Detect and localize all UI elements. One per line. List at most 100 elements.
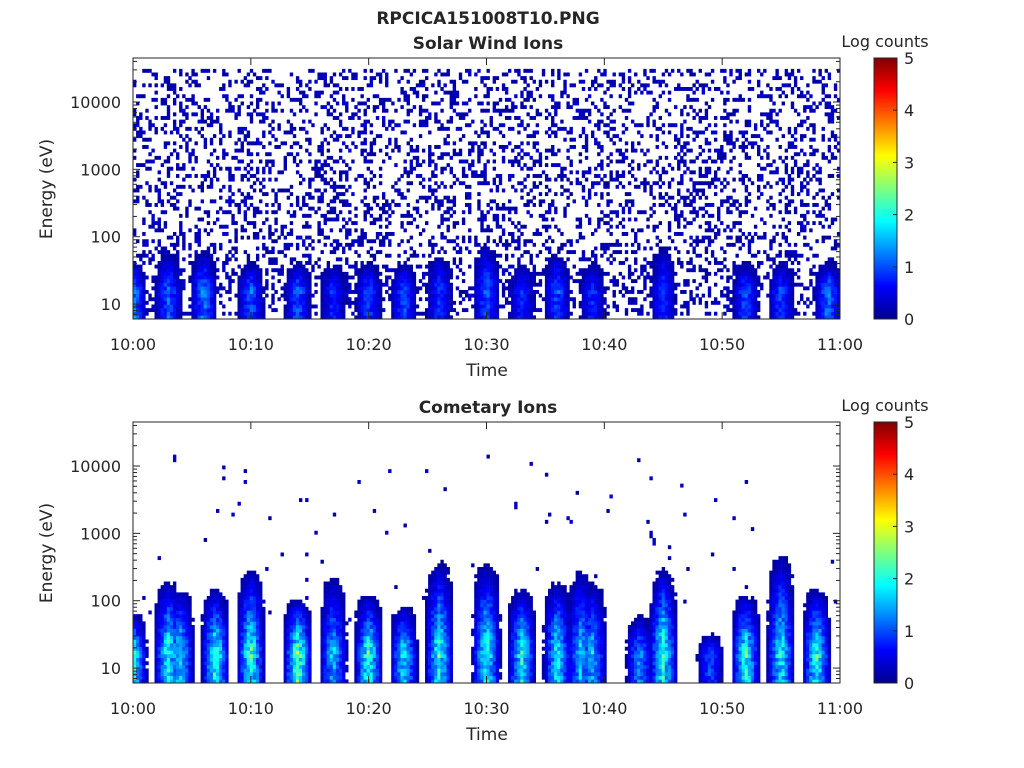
heatmap-cell: [372, 293, 377, 298]
heatmap-cell: [308, 181, 312, 186]
heatmap-cell: [314, 94, 318, 99]
heatmap-cell: [471, 163, 475, 168]
heatmap-cell: [723, 257, 727, 262]
heatmap-cell: [292, 97, 297, 102]
heatmap-cell: [566, 297, 570, 302]
heatmap-cell: [197, 300, 201, 305]
heatmap-cell: [581, 235, 586, 240]
heatmap-cell: [243, 126, 248, 131]
heatmap-cell: [305, 297, 309, 302]
heatmap-cell: [252, 213, 257, 218]
heatmap-cell: [329, 206, 334, 211]
heatmap-cell: [514, 279, 518, 284]
heatmap-cell: [388, 268, 392, 273]
heatmap-cell: [295, 286, 300, 291]
heatmap-cell: [523, 311, 527, 316]
heatmap-cell: [323, 177, 327, 182]
heatmap-cell: [268, 257, 272, 262]
heatmap-cell: [176, 239, 180, 244]
heatmap-cell: [563, 300, 567, 305]
heatmap-cell: [652, 123, 656, 128]
heatmap-cell: [440, 203, 444, 207]
heatmap-cell: [188, 279, 192, 284]
heatmap-cell: [569, 126, 573, 131]
heatmap-cell: [603, 308, 607, 313]
heatmap-cell: [320, 315, 324, 320]
heatmap-cell: [418, 83, 423, 88]
heatmap-cell: [133, 261, 137, 265]
heatmap-cell: [523, 290, 527, 294]
heatmap-cell: [664, 282, 669, 287]
heatmap-cell: [203, 297, 208, 302]
heatmap-cell: [179, 286, 183, 291]
heatmap-cell: [667, 293, 672, 298]
heatmap-cell: [194, 174, 198, 178]
heatmap-cell: [449, 105, 453, 110]
heatmap-cell: [495, 286, 500, 291]
heatmap-cell: [166, 155, 171, 160]
heatmap-cell: [409, 264, 414, 269]
heatmap-cell: [544, 79, 549, 84]
heatmap-cell: [618, 250, 623, 255]
heatmap-cell: [443, 290, 447, 294]
heatmap-cell: [591, 264, 595, 269]
heatmap-cell: [289, 192, 294, 197]
heatmap-cell: [431, 83, 435, 88]
heatmap-cell: [667, 221, 672, 226]
heatmap-cell: [563, 83, 567, 88]
heatmap-cell: [713, 116, 718, 120]
heatmap-cell: [541, 199, 546, 204]
heatmap-cell: [385, 253, 389, 258]
heatmap-cell: [649, 112, 653, 117]
heatmap-cell: [538, 174, 543, 178]
heatmap-cell: [569, 181, 573, 186]
heatmap-cell: [526, 293, 530, 298]
heatmap-cell: [157, 297, 161, 302]
heatmap-cell: [348, 68, 352, 73]
heatmap-cell: [182, 112, 186, 117]
heatmap-cell: [440, 221, 444, 226]
heatmap-cell: [354, 76, 358, 81]
heatmap-cell: [363, 119, 367, 124]
heatmap-cell: [212, 242, 217, 247]
heatmap-cell: [701, 181, 706, 186]
heatmap-cell: [471, 170, 475, 175]
heatmap-cell: [584, 282, 589, 287]
heatmap-cell: [483, 293, 487, 298]
heatmap-cell: [400, 90, 404, 95]
heatmap-cell: [431, 279, 435, 284]
heatmap-cell: [249, 282, 254, 287]
heatmap-cell: [136, 184, 140, 189]
heatmap-cell: [348, 217, 352, 222]
heatmap-cell: [311, 206, 315, 211]
heatmap-cell: [474, 235, 478, 240]
heatmap-cell: [314, 290, 318, 294]
heatmap-cell: [142, 232, 146, 236]
heatmap-cell: [136, 174, 140, 178]
heatmap-cell: [151, 279, 155, 284]
heatmap-cell: [667, 90, 672, 95]
heatmap-cell: [329, 217, 334, 222]
heatmap-cell: [185, 311, 189, 316]
heatmap-cell: [194, 279, 198, 284]
heatmap-cell: [489, 315, 493, 320]
heatmap-cell: [431, 159, 435, 164]
heatmap-cell: [133, 228, 137, 233]
heatmap-cell: [209, 181, 214, 186]
heatmap-cell: [259, 275, 263, 280]
heatmap-cell: [587, 271, 592, 276]
heatmap-cell: [526, 308, 530, 313]
heatmap-cell: [670, 286, 675, 291]
heatmap-cell: [391, 184, 395, 189]
heatmap-cell: [265, 76, 269, 81]
heatmap-cell: [295, 264, 300, 269]
heatmap-cell: [575, 217, 580, 222]
heatmap-cell: [591, 253, 595, 258]
heatmap-cell: [191, 68, 195, 73]
heatmap-cell: [701, 206, 706, 211]
heatmap-cell: [713, 224, 718, 229]
heatmap-cell: [520, 195, 524, 200]
heatmap-cell: [425, 87, 429, 91]
heatmap-cell: [308, 152, 312, 157]
heatmap-cell: [255, 76, 260, 81]
